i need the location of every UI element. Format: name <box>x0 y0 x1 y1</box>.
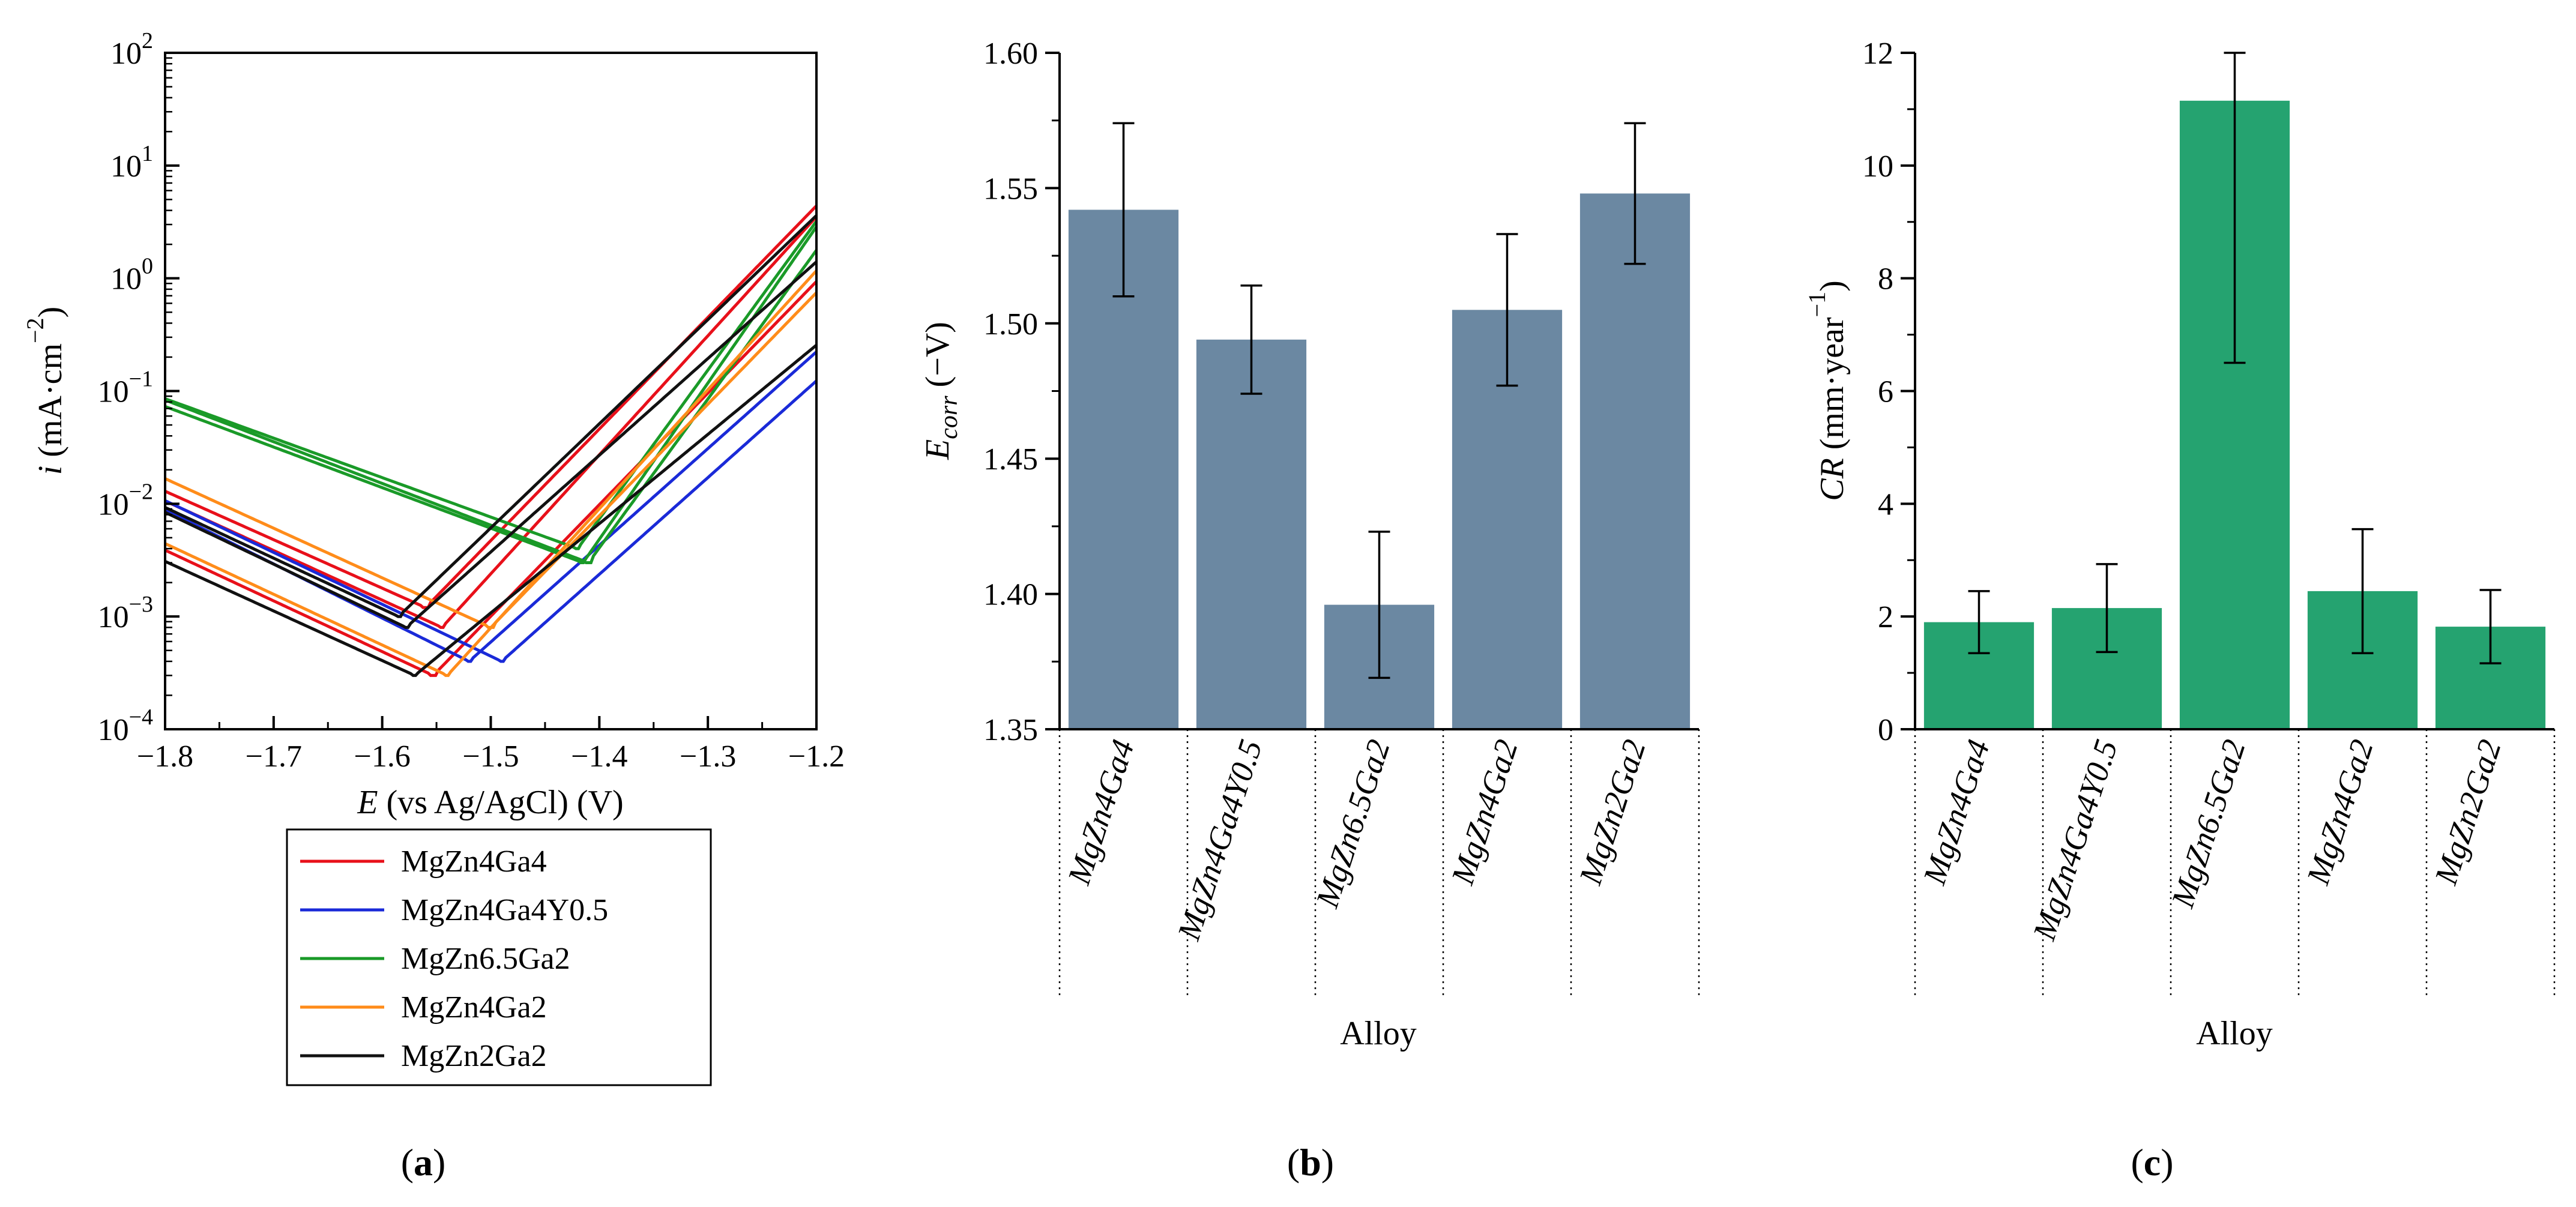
panel-label-b: (b) <box>1287 1141 1334 1184</box>
curve-mgzn65ga2-3 <box>164 249 818 564</box>
polarization-curves <box>164 205 818 677</box>
legend-label-4: MgZn4Ga2 <box>401 990 547 1025</box>
category-label-4: MgZn4Ga2 <box>1444 735 1525 889</box>
y-tick-label: 1.35 <box>983 713 1038 747</box>
category-label-1: MgZn4Ga4 <box>1916 735 1997 889</box>
y-tick-label-a: 10−4 <box>98 705 153 747</box>
curve-mgzn2ga2-3 <box>164 344 818 677</box>
y-axis-label-c: CR (mm·year−1) <box>1803 280 1851 501</box>
y-tick-label: 12 <box>1862 37 1893 71</box>
x-tick-label-a: −1.3 <box>680 739 736 774</box>
category-label-5: MgZn2Ga2 <box>2428 735 2508 889</box>
y-ticks-b: 1.35 1.40 1.45 1.50 1.55 1.60 <box>983 37 1060 747</box>
y-ticks-c: 0 2 4 6 8 10 12 <box>1862 37 1915 747</box>
x-tick-label-a: −1.7 <box>246 739 302 774</box>
x-tick-label-a: −1.4 <box>571 739 627 774</box>
x-axis-label-a: E (vs Ag/AgCl) (V) <box>357 784 623 821</box>
category-label-2: MgZn4Ga4Y0.5 <box>2026 735 2124 945</box>
category-labels-c: MgZn4Ga4 MgZn4Ga4Y0.5 MgZn6.5Ga2 MgZn4Ga2 Mg… <box>1914 729 2556 999</box>
y-tick-label: 10 <box>1862 149 1893 184</box>
y-tick-label: 1.40 <box>983 578 1038 612</box>
y-tick-label: 1.60 <box>983 37 1038 71</box>
panel-label-c: (c) <box>2131 1141 2173 1184</box>
curve-mgzn2ga2-2 <box>164 260 818 629</box>
legend-label-3: MgZn6.5Ga2 <box>401 942 570 976</box>
ecorr-bar-chart: 1.351.401.451.501.551.60 MgZn4Ga4 MgZn4Ga… <box>919 37 1700 1184</box>
x-tick-label-a: −1.5 <box>462 739 519 774</box>
category-label-5: MgZn2Ga2 <box>1572 735 1653 889</box>
curve-mgzn2ga2-1 <box>164 214 818 618</box>
x-ticks-a: −1.8 −1.7 −1.6 −1.5 −1.4 −1.3 −1.2 <box>137 716 845 774</box>
bar-2 <box>1196 339 1307 729</box>
y-tick-label: 8 <box>1878 262 1893 296</box>
corrosion-rate-bar-chart: 0 2 4 6 8 10 12 MgZn4Ga4 MgZn4Ga4Y0.5 MgZn6.5Ga2… <box>1803 37 2556 1184</box>
curve-mgzn4ga4-3 <box>164 205 818 609</box>
y-tick-label: 1.45 <box>983 442 1038 477</box>
legend-label-2: MgZn4Ga4Y0.5 <box>401 893 608 927</box>
legend-label-5: MgZn2Ga2 <box>401 1039 547 1073</box>
category-label-3: MgZn6.5Ga2 <box>2164 735 2252 912</box>
y-tick-label: 4 <box>1878 487 1893 522</box>
category-label-3: MgZn6.5Ga2 <box>1309 735 1397 912</box>
panel-label-a: (a) <box>401 1141 446 1184</box>
y-axis-label-a: i (mA·cm−2) <box>22 307 69 475</box>
y-tick-label-a: 10−1 <box>98 367 153 409</box>
y-tick-label-a: 10−2 <box>98 479 153 522</box>
category-labels-b: MgZn4Ga4 MgZn4Ga4Y0.5 MgZn6.5Ga2 MgZn4Ga2 Mg… <box>1058 729 1700 999</box>
curve-mgzn65ga2-1 <box>164 220 818 550</box>
category-label-4: MgZn4Ga2 <box>2300 735 2380 889</box>
y-tick-label: 0 <box>1878 713 1893 747</box>
y-tick-label-a: 102 <box>110 28 153 71</box>
category-label-2: MgZn4Ga4Y0.5 <box>1170 735 1268 945</box>
x-tick-label-a: −1.2 <box>788 739 845 774</box>
y-axis-label-b: Ecorr (−V) <box>919 322 963 460</box>
category-label-1: MgZn4Ga4 <box>1061 735 1141 889</box>
curve-mgzn4ga2-2 <box>164 291 818 629</box>
legend-a: MgZn4Ga4 MgZn4Ga4Y0.5 MgZn6.5Ga2 MgZn4Ga2 Mg… <box>286 828 712 1086</box>
curve-mgzn4ga4-1 <box>164 280 818 677</box>
y-tick-label: 2 <box>1878 600 1893 634</box>
y-tick-label-a: 100 <box>110 254 153 296</box>
y-tick-label: 1.55 <box>983 172 1038 206</box>
x-axis-label-c: Alloy <box>2196 1015 2273 1052</box>
y-tick-label-a: 101 <box>110 141 153 184</box>
polarization-chart: −1.8 −1.7 −1.6 −1.5 −1.4 −1.3 −1.2 10−410−310−… <box>22 28 845 1184</box>
curve-mgzn4ga4y05-2 <box>164 379 818 663</box>
y-tick-label-a: 10−3 <box>98 592 153 634</box>
legend-label-1: MgZn4Ga4 <box>401 844 547 879</box>
y-tick-label: 1.50 <box>983 307 1038 342</box>
bar-5 <box>1579 193 1691 729</box>
x-tick-label-a: −1.8 <box>137 739 193 774</box>
bars-c <box>1923 52 2546 729</box>
y-ticks-a: 10−4 10−3 10−2 10−1 100 101 102 <box>98 28 179 747</box>
x-tick-label-a: −1.6 <box>354 739 411 774</box>
curve-mgzn4ga4-2 <box>164 215 818 629</box>
bars-b <box>1068 122 1691 729</box>
y-tick-label: 6 <box>1878 375 1893 409</box>
x-axis-label-b: Alloy <box>1340 1015 1417 1052</box>
